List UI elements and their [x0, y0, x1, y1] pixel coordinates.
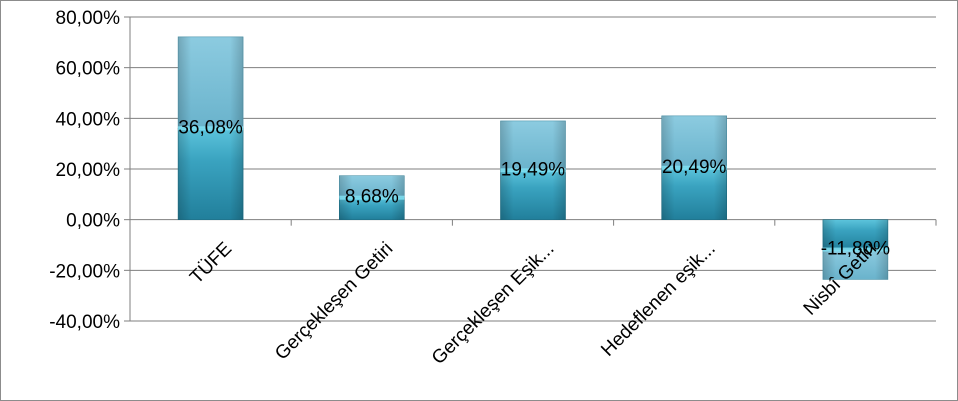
bar — [177, 36, 244, 220]
data-label: 8,68% — [345, 187, 399, 208]
y-tick-label: 60,00% — [56, 59, 121, 80]
bar — [338, 175, 405, 220]
bar-highlight — [339, 195, 405, 200]
data-label: -11,80% — [821, 239, 890, 260]
category-label: Hedeflenen eşik... — [597, 238, 719, 360]
data-label: 36,08% — [178, 117, 243, 138]
y-tick-label: 20,00% — [56, 160, 121, 181]
bar — [822, 219, 889, 280]
bar — [661, 115, 728, 220]
category-label: Gerçekleşen Eşik... — [428, 238, 559, 369]
y-tick-label: 0,00% — [66, 211, 120, 232]
y-tick-label: 40,00% — [56, 109, 121, 130]
category-label: TÜFE — [186, 238, 236, 288]
bar-highlight — [822, 247, 888, 252]
y-tick-label: 80,00% — [56, 8, 121, 29]
data-label: 20,49% — [662, 157, 727, 178]
data-label: 19,49% — [501, 159, 566, 180]
bar-highlight — [500, 168, 566, 173]
bar — [500, 120, 566, 220]
bar-highlight — [178, 126, 244, 131]
y-tick-label: -20,00% — [49, 261, 120, 282]
bar-highlight — [661, 165, 727, 170]
category-label: Gerçekleşen Getiri — [271, 238, 397, 364]
y-tick-label: -40,00% — [49, 312, 120, 333]
